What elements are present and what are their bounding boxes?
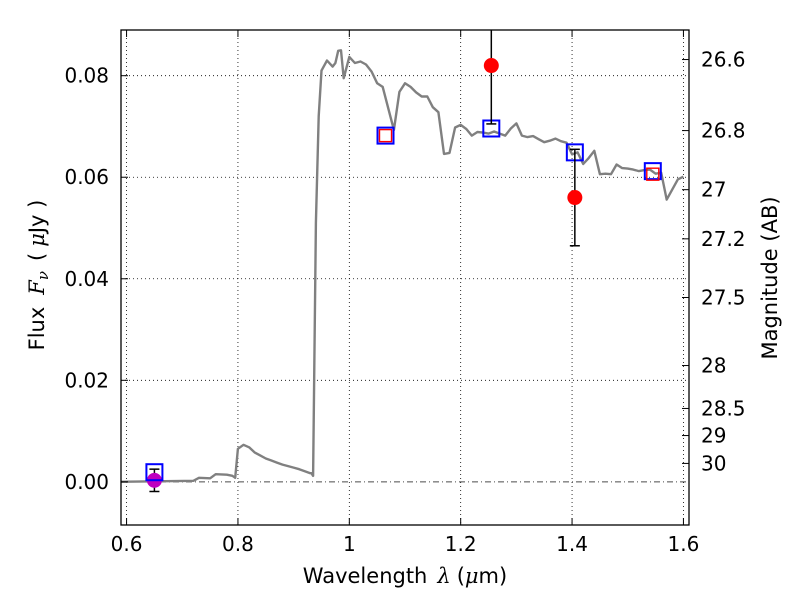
y-label-subscript: ν <box>34 271 52 280</box>
synthetic-photometry-square <box>145 463 164 482</box>
x-label-unit: m) <box>479 564 508 588</box>
x-tick-label: 0.8 <box>222 532 254 556</box>
right-tick-label: 27.2 <box>701 227 746 251</box>
x-label-mu: μ <box>465 564 479 588</box>
y-label-open: ( <box>25 253 49 261</box>
x-tick-label: 1.4 <box>556 532 588 556</box>
y-label-symbol: F <box>25 279 49 296</box>
x-tick-label: 1.2 <box>445 532 477 556</box>
x-axis-label: Wavelength λ (μm) <box>303 564 507 588</box>
synthetic-photometry-square <box>643 162 662 181</box>
data-markers <box>145 30 662 493</box>
grid-lines <box>121 30 689 525</box>
axis-ticks: 0.6 0.8 1 1.2 1.4 1.6 0.00 0.02 0.04 0.06 0.08 26.6… <box>64 30 746 556</box>
x-tick-label: 0.6 <box>111 532 143 556</box>
y-tick-label: 0.08 <box>64 64 109 88</box>
right-tick-label: 27.5 <box>701 286 746 310</box>
observed-point-red <box>483 58 499 74</box>
model-spectrum-line <box>121 49 684 483</box>
x-tick-label: 1 <box>343 532 356 556</box>
y-label-mu: μ <box>25 233 49 247</box>
right-tick-label: 26.8 <box>701 119 746 143</box>
right-tick-label: 28 <box>701 354 726 378</box>
x-tick-label: 1.6 <box>668 532 700 556</box>
right-tick-label: 30 <box>701 451 726 475</box>
x-label-symbol: λ <box>436 564 450 588</box>
right-axis-label: Magnitude (AB) <box>758 196 782 359</box>
y-tick-label: 0.04 <box>64 267 109 291</box>
x-label-open: ( <box>457 564 465 588</box>
right-tick-label: 28.5 <box>701 396 746 420</box>
right-tick-label: 29 <box>701 424 726 448</box>
y-label-prefix: Flux <box>25 307 49 351</box>
x-label-prefix: Wavelength <box>303 564 428 588</box>
model-flux-square <box>378 128 393 143</box>
observed-point-red <box>567 190 583 206</box>
y-tick-label: 0.00 <box>64 470 109 494</box>
plot-area <box>121 30 684 493</box>
y-label-unit: Jy ) <box>25 200 49 236</box>
model-flux-square <box>646 167 660 181</box>
right-tick-label: 26.6 <box>701 48 746 72</box>
y-tick-label: 0.02 <box>64 368 109 392</box>
y-tick-label: 0.06 <box>64 165 109 189</box>
synthetic-photometry-square <box>376 126 395 145</box>
y-axis-label: Flux Fν ( μJy ) <box>25 200 52 351</box>
plot-frame <box>120 29 690 526</box>
right-tick-label: 27 <box>701 178 726 202</box>
